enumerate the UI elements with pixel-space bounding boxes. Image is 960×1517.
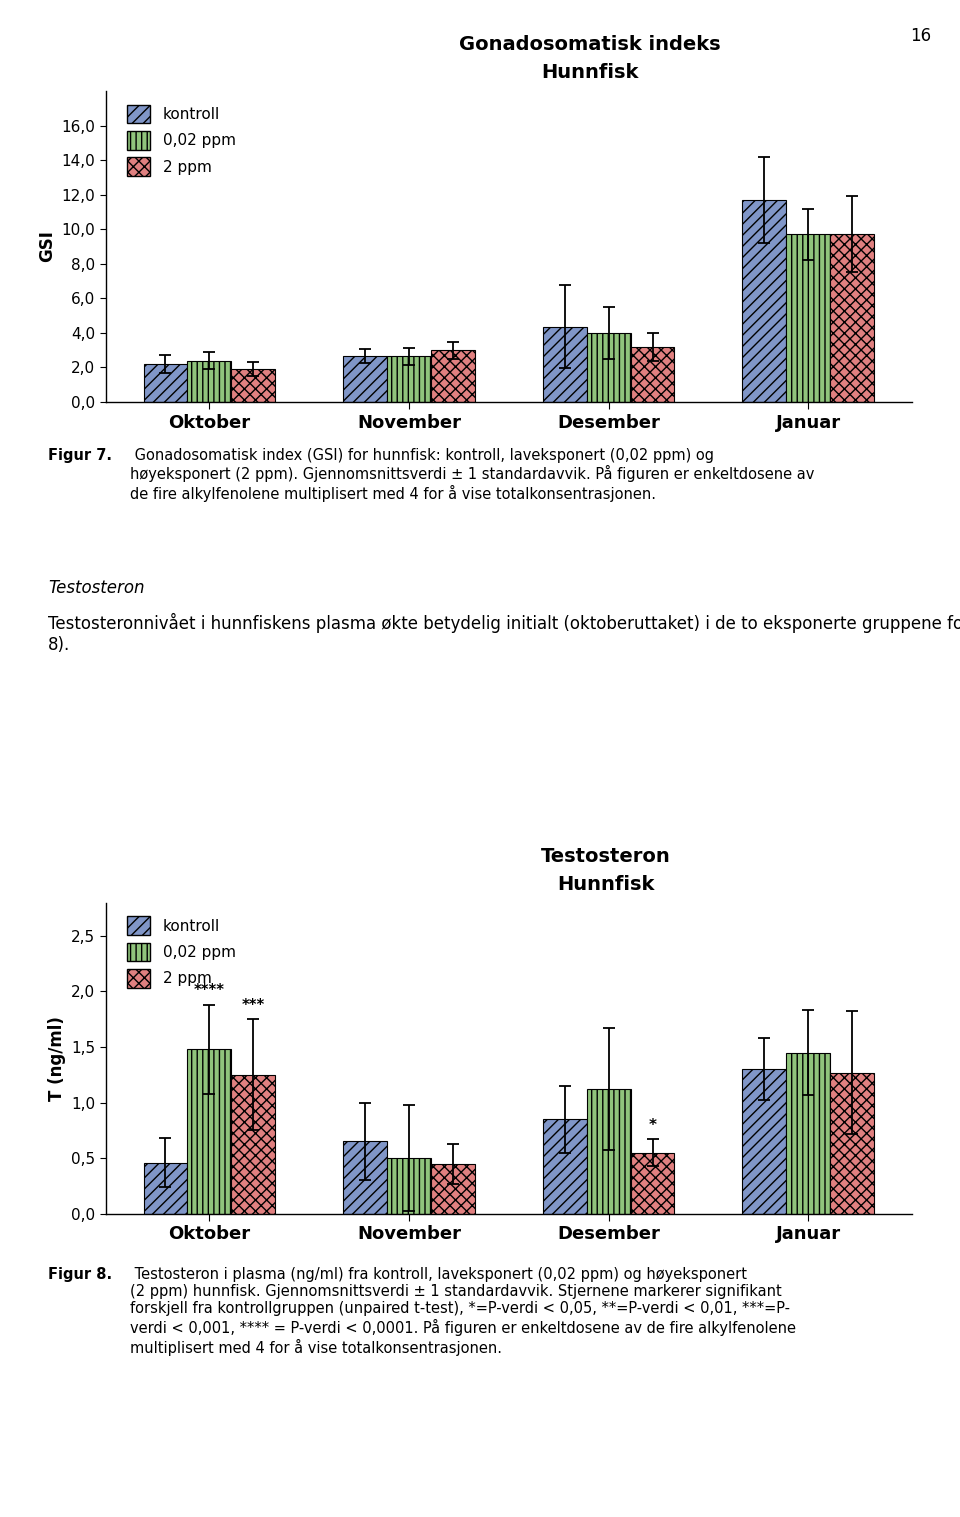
Bar [542,1120,587,1214]
Bar [187,1050,231,1214]
Bar [742,200,786,402]
Bar [742,1069,786,1214]
Bar [343,1141,387,1214]
Text: Figur 8.: Figur 8. [48,1267,112,1282]
Bar [830,235,874,402]
Bar [587,332,631,402]
Text: Gonadosomatisk indeks: Gonadosomatisk indeks [459,35,720,55]
Bar [231,369,276,402]
Bar [187,361,231,402]
Text: Hunnfisk: Hunnfisk [557,875,655,894]
Text: Testosteron: Testosteron [48,579,145,598]
Bar [387,356,431,402]
Bar [631,347,675,402]
Bar [144,364,187,402]
Bar [631,1153,675,1214]
Bar [786,1053,830,1214]
Y-axis label: GSI: GSI [37,231,56,262]
Bar [587,1089,631,1214]
Text: ***: *** [242,998,265,1012]
Text: Testosteronnivået i hunnfiskens plasma økte betydelig initialt (oktoberuttaket) : Testosteronnivået i hunnfiskens plasma ø… [48,613,960,654]
Bar [431,350,475,402]
Text: Figur 7.: Figur 7. [48,448,112,463]
Bar [542,326,587,402]
Text: Testosteron: Testosteron [540,846,670,866]
Text: Gonadosomatisk index (GSI) for hunnfisk: kontroll, laveksponert (0,02 ppm) og
hø: Gonadosomatisk index (GSI) for hunnfisk:… [130,448,814,502]
Text: Hunnfisk: Hunnfisk [540,64,638,82]
Text: Testosteron i plasma (ng/ml) fra kontroll, laveksponert (0,02 ppm) og høyekspone: Testosteron i plasma (ng/ml) fra kontrol… [130,1267,796,1356]
Bar [231,1074,276,1214]
Legend: kontroll, 0,02 ppm, 2 ppm: kontroll, 0,02 ppm, 2 ppm [121,910,242,994]
Bar [343,356,387,402]
Legend: kontroll, 0,02 ppm, 2 ppm: kontroll, 0,02 ppm, 2 ppm [121,99,242,182]
Bar [830,1073,874,1214]
Y-axis label: T (ng/ml): T (ng/ml) [47,1016,65,1100]
Bar [431,1164,475,1214]
Text: *: * [649,1118,657,1133]
Text: 16: 16 [910,27,931,46]
Bar [144,1162,187,1214]
Text: ****: **** [194,983,225,998]
Bar [387,1157,431,1214]
Bar [786,235,830,402]
